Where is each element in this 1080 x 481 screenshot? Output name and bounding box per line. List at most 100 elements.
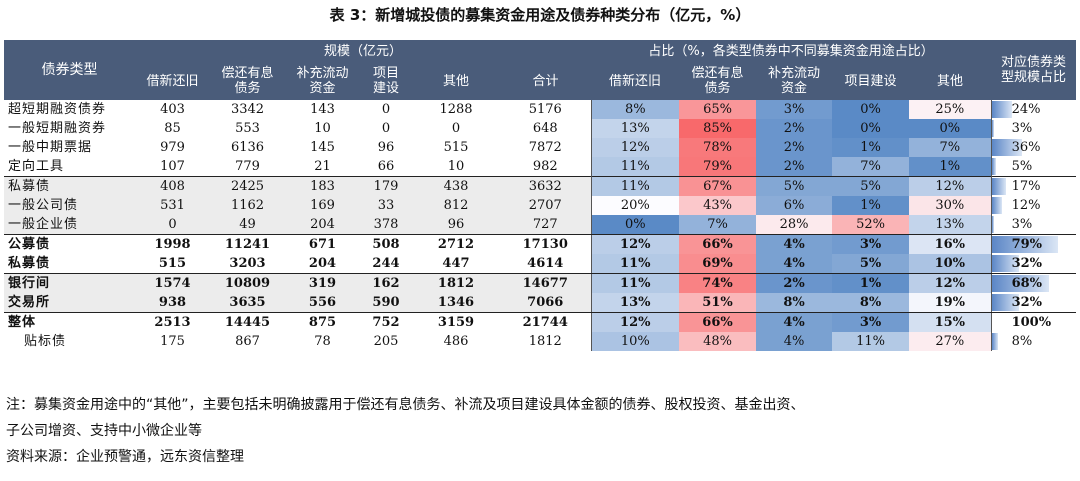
header-scale-refinance: 借新还旧 <box>135 62 210 100</box>
scale-other-cell: 447 <box>412 254 500 274</box>
row-label: 一般中期票据 <box>8 140 93 155</box>
type-share-value: 12% <box>1011 198 1041 213</box>
share-debt-repay-cell: 79% <box>679 157 757 177</box>
scale-working-capital-cell: 671 <box>308 237 337 252</box>
share-other-cell: 7% <box>909 138 992 157</box>
row-label: 公募债 <box>8 237 51 252</box>
share-other-cell: 13% <box>909 215 992 235</box>
scale-debt-repay-cell: 1162 <box>210 196 285 215</box>
scale-total-cell: 5176 <box>500 100 592 119</box>
scale-working-capital-cell: 556 <box>285 293 360 313</box>
share-other-cell: 19% <box>909 293 992 313</box>
type-share-bar <box>991 255 1019 272</box>
share-refinance-cell: 13% <box>591 293 680 313</box>
header-share-working-capital: 补充流动资金 <box>756 62 833 100</box>
header-type-share: 对应债券类型规模占比 <box>991 40 1077 100</box>
scale-refinance-cell: 175 <box>160 334 185 349</box>
scale-debt-repay-cell: 6136 <box>230 140 265 155</box>
scale-other-cell: 0 <box>451 121 461 136</box>
scale-project-cell: 66 <box>377 159 395 174</box>
scale-debt-repay-cell: 779 <box>235 159 260 174</box>
scale-other-cell: 10 <box>447 159 465 174</box>
scale-debt-repay-cell: 3635 <box>210 293 285 313</box>
scale-other-cell: 3159 <box>437 315 475 330</box>
header-scale-debt-repay: 偿还有息债务 <box>210 62 285 100</box>
scale-working-capital-cell: 169 <box>285 196 360 215</box>
share-refinance-cell: 11% <box>591 254 680 274</box>
table-row: 私募债 515 3203 204 244 447 4614 11% 69% 4% 5% 10% 32% <box>4 254 1077 274</box>
scale-total-cell: 982 <box>500 157 592 177</box>
type-share-bar <box>991 294 1019 311</box>
share-project-cell: 1% <box>832 196 910 215</box>
type-share-value: 3% <box>1011 217 1033 232</box>
scale-other-cell: 438 <box>412 176 500 196</box>
share-working-capital-cell: 2% <box>756 273 833 293</box>
share-debt-repay-cell: 65% <box>679 100 757 119</box>
share-project-cell: 5% <box>832 176 910 196</box>
share-debt-repay-cell: 43% <box>679 196 757 215</box>
scale-project-cell: 752 <box>372 315 400 330</box>
scale-working-capital-cell: 204 <box>285 215 360 235</box>
scale-working-capital-cell: 183 <box>285 176 360 196</box>
share-project-cell: 11% <box>832 332 910 351</box>
scale-debt-repay-cell: 49 <box>210 215 285 235</box>
header-scale-total: 合计 <box>500 62 592 100</box>
scale-project-cell: 590 <box>360 293 412 313</box>
share-other-cell: 12% <box>909 176 992 196</box>
header-scale-other: 其他 <box>412 62 500 100</box>
header-bond-type: 债券类型 <box>4 40 135 100</box>
header-share-other: 其他 <box>909 62 992 100</box>
header-share-debt-repay: 偿还有息债务 <box>679 62 757 100</box>
type-share-cell: 17% <box>991 176 1077 196</box>
share-debt-repay-cell: 66% <box>679 234 757 254</box>
type-share-bar <box>991 275 1050 292</box>
type-share-cell: 3% <box>991 119 1076 138</box>
scale-refinance-cell: 2513 <box>154 315 191 330</box>
share-project-cell: 0% <box>832 100 910 119</box>
type-share-bar <box>991 120 995 137</box>
scale-debt-repay-cell: 2425 <box>210 176 285 196</box>
scale-total-cell: 17130 <box>500 234 592 254</box>
scale-total-cell: 4614 <box>500 254 592 274</box>
table-row: 公募债 1998 11241 671 508 2712 17130 12% 66% 4% 3% 16%… <box>4 234 1076 254</box>
share-working-capital-cell: 4% <box>756 254 833 274</box>
scale-refinance-cell: 515 <box>135 254 210 274</box>
type-share-cell: 8% <box>991 332 1076 351</box>
bond-distribution-table: 债券类型 规模（亿元） 占比（%，各类型债券中不同募集资金用途占比） 对应债券类… <box>4 40 1077 351</box>
notes-section: 注：募集资金用途中的“其他”，主要包括未明确披露用于偿还有息债务、补流及项目建设… <box>6 392 1076 470</box>
scale-total-cell: 2707 <box>500 196 592 215</box>
table-row: 一般短期融资券 85 553 10 0 0 648 13% 85% 2% 0% 0% 3% <box>4 119 1076 138</box>
scale-refinance-cell: 107 <box>160 159 185 174</box>
scale-project-cell: 378 <box>360 215 412 235</box>
row-label: 一般短期融资券 <box>8 121 107 136</box>
scale-debt-repay-cell: 14445 <box>224 315 271 330</box>
scale-working-capital-cell: 143 <box>310 102 335 117</box>
scale-working-capital-cell: 78 <box>314 334 331 349</box>
share-project-cell: 3% <box>832 312 910 332</box>
scale-other-cell: 2712 <box>437 237 475 252</box>
header-scale-working-capital: 补充流动资金 <box>285 62 360 100</box>
share-project-cell: 7% <box>832 157 910 177</box>
type-share-bar <box>991 139 1022 156</box>
share-debt-repay-cell: 48% <box>679 332 757 351</box>
scale-other-cell: 1812 <box>412 273 500 293</box>
scale-refinance-cell: 938 <box>135 293 210 313</box>
row-label: 定向工具 <box>8 159 65 174</box>
scale-total-cell: 727 <box>500 215 592 235</box>
scale-other-cell: 515 <box>443 140 469 155</box>
scale-project-cell: 179 <box>360 176 412 196</box>
scale-refinance-cell: 531 <box>135 196 210 215</box>
row-label: 一般公司债 <box>4 196 135 215</box>
scale-other-cell: 96 <box>412 215 500 235</box>
type-share-value: 32% <box>1011 256 1043 271</box>
row-label: 私募债 <box>4 176 135 196</box>
row-label: 银行间 <box>4 273 135 293</box>
share-working-capital-cell: 28% <box>756 215 833 235</box>
note-line-2: 子公司增资、支持中小微企业等 <box>6 423 202 439</box>
scale-working-capital-cell: 319 <box>285 273 360 293</box>
table-row: 贴标债 175 867 78 205 486 1812 10% 48% 4% 11% 27% 8% <box>4 332 1076 351</box>
share-refinance-cell: 0% <box>591 215 680 235</box>
share-refinance-cell: 13% <box>591 119 680 138</box>
type-share-value: 68% <box>1011 276 1043 291</box>
share-other-cell: 30% <box>909 196 992 215</box>
